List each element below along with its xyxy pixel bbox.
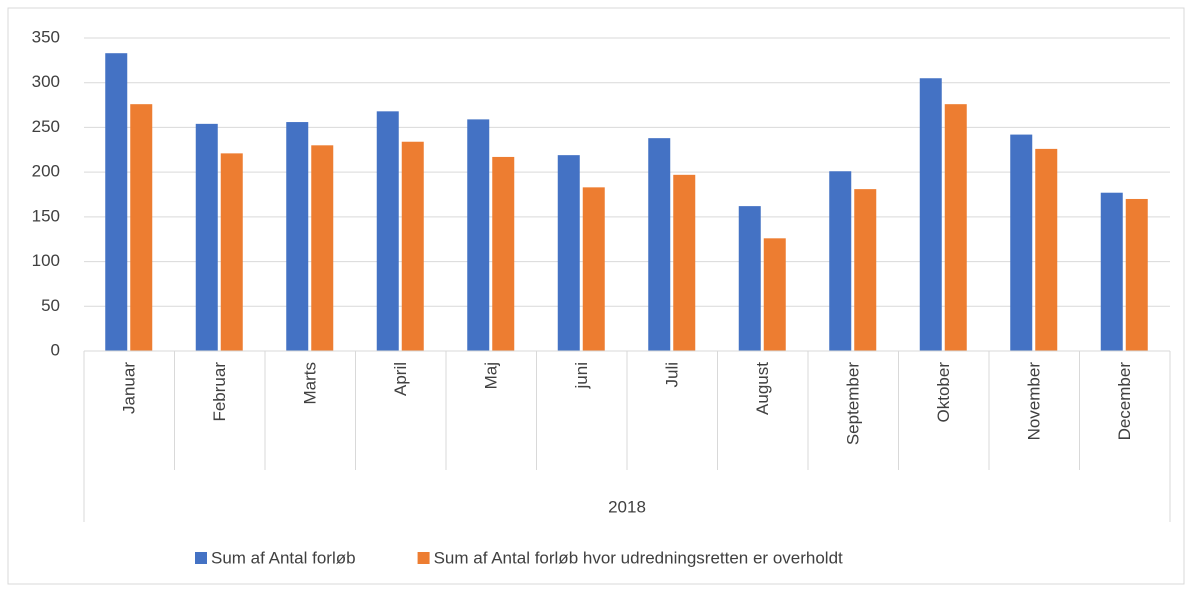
- bar: [738, 206, 761, 351]
- y-tick-label: 50: [41, 296, 60, 315]
- bar: [467, 119, 490, 351]
- x-tick-label: Marts: [301, 362, 320, 405]
- legend-label: Sum af Antal forløb: [211, 548, 356, 567]
- x-tick-label: Juli: [663, 362, 682, 388]
- bar: [648, 138, 671, 351]
- x-tick-label: August: [753, 362, 772, 415]
- x-tick-label: November: [1025, 362, 1044, 441]
- bar: [829, 171, 852, 351]
- bar: [105, 53, 128, 352]
- y-tick-label: 250: [32, 117, 60, 136]
- bar: [195, 123, 218, 351]
- bar: [1010, 134, 1033, 351]
- x-tick-label: Februar: [210, 362, 229, 422]
- y-tick-label: 150: [32, 206, 60, 225]
- x-tick-label: April: [391, 362, 410, 396]
- bar: [673, 174, 696, 351]
- y-tick-label: 100: [32, 251, 60, 270]
- bar: [582, 187, 605, 351]
- x-tick-label: Januar: [120, 362, 139, 414]
- x-tick-label: September: [844, 362, 863, 445]
- bar: [220, 153, 243, 351]
- legend-swatch: [195, 552, 207, 564]
- x-tick-label: Oktober: [934, 362, 953, 423]
- bar: [919, 78, 942, 351]
- x-tick-label: Maj: [482, 362, 501, 389]
- bar: [854, 189, 877, 351]
- bar: [492, 156, 515, 351]
- legend-label: Sum af Antal forløb hvor udredningsrette…: [434, 548, 843, 567]
- y-tick-label: 300: [32, 72, 60, 91]
- x-tick-label: December: [1115, 362, 1134, 441]
- bar: [130, 104, 153, 351]
- bar: [1100, 192, 1123, 351]
- y-tick-label: 200: [32, 162, 60, 181]
- bar: [401, 141, 424, 351]
- legend-swatch: [417, 552, 430, 564]
- group-label: 2018: [608, 497, 646, 516]
- bar: [286, 122, 309, 351]
- bar: [763, 238, 786, 351]
- y-tick-label: 0: [51, 340, 60, 359]
- bar: [1035, 148, 1058, 351]
- y-tick-label: 350: [32, 27, 60, 46]
- bar: [376, 111, 399, 352]
- bar: [311, 145, 334, 351]
- bar: [557, 155, 580, 351]
- x-tick-label: juni: [572, 362, 591, 389]
- bar: [944, 104, 967, 351]
- bar: [1125, 198, 1148, 351]
